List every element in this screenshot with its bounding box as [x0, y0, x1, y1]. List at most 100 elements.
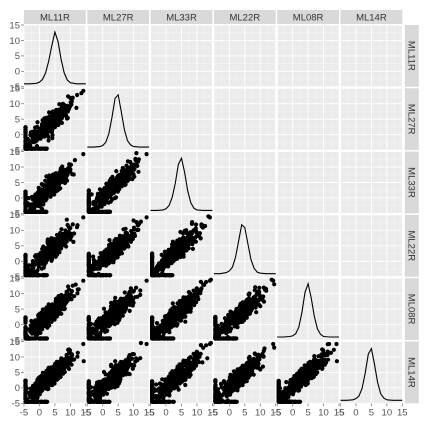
scatter-point — [186, 233, 191, 238]
scatter-point — [27, 140, 32, 145]
scatter-point — [101, 306, 107, 311]
scatter-point — [54, 252, 60, 257]
scatter-point — [136, 169, 141, 174]
scatter-point — [46, 138, 51, 143]
scatter-point — [150, 262, 155, 267]
scatter-point — [50, 136, 55, 141]
density-curve-ml27r — [87, 93, 150, 148]
panel-ml22r-vs-ml27r — [86, 214, 150, 278]
scatter-point — [91, 330, 96, 336]
scatter-point — [133, 156, 138, 161]
scatter-point — [62, 306, 67, 311]
scatter-point — [86, 251, 91, 257]
scatter-point — [102, 323, 107, 329]
scatter-point — [49, 118, 54, 123]
scatter-point — [70, 95, 75, 100]
panel-ml08r-vs-ml33r — [150, 277, 213, 341]
scatter-point — [131, 289, 136, 294]
scatter-point — [184, 307, 189, 312]
scatter-point — [43, 309, 48, 314]
scatter-point — [124, 173, 129, 178]
scatter-point — [195, 288, 200, 294]
column-strip-ml22r — [213, 10, 276, 24]
panel-ml22r-vs-ml08r — [276, 214, 340, 278]
row-label-ml14r: ML14R — [405, 357, 416, 388]
panel-ml11r-vs-ml27r — [86, 24, 150, 88]
scatter-point — [181, 254, 186, 259]
scatter-point — [59, 294, 64, 300]
scatter-point — [75, 92, 80, 98]
scatter-point — [167, 320, 172, 326]
row-strip-ml27r — [404, 88, 419, 151]
row-strip-ml08r — [404, 278, 419, 340]
scatter-point — [23, 143, 28, 148]
scatter-point — [110, 174, 115, 179]
scatter-point — [47, 315, 53, 320]
scatter-point — [23, 189, 28, 194]
scatter-point — [113, 295, 118, 300]
column-label-ml22r: ML22R — [229, 13, 260, 24]
scatter-point — [35, 146, 40, 151]
scatter-point — [26, 196, 31, 201]
scatter-point — [23, 324, 28, 330]
scatter-point — [177, 299, 182, 304]
scatter-point — [199, 286, 204, 291]
scatter-point — [40, 209, 45, 214]
scatter-point — [86, 335, 91, 340]
scatter-point — [120, 178, 125, 183]
scatter-point — [23, 318, 28, 323]
scatter-point — [128, 286, 133, 291]
scatter-point — [29, 324, 34, 329]
scatter-point — [109, 255, 114, 260]
scatter-point — [150, 326, 155, 331]
scatter-point — [35, 120, 40, 125]
panel-ml22r-vs-ml33r — [150, 214, 213, 278]
scatter-point — [25, 336, 30, 341]
scatter-point — [23, 253, 28, 258]
scatter-point — [129, 232, 135, 237]
panel-ml27r-vs-ml22r — [213, 87, 277, 151]
scatter-point — [102, 209, 107, 214]
scatter-point — [150, 315, 155, 320]
scatter-point — [161, 263, 166, 268]
scatter-point — [168, 248, 173, 253]
scatter-point — [194, 230, 199, 235]
scatter-point — [174, 323, 179, 328]
scatter-point — [69, 102, 74, 107]
scatter-point — [153, 336, 158, 341]
panel-ml22r-vs-ml14r — [340, 214, 403, 278]
scatter-point — [72, 158, 77, 163]
scatter-point — [172, 310, 177, 315]
scatter-point — [49, 187, 54, 192]
scatter-point — [92, 206, 97, 211]
scatter-point — [71, 239, 76, 244]
scatter-point — [127, 302, 133, 307]
scatter-point — [43, 121, 48, 126]
scatter-point — [61, 107, 66, 112]
scatter-point — [180, 306, 185, 311]
scatter-point — [81, 88, 86, 93]
scatter-point — [62, 167, 67, 172]
scatter-point — [182, 228, 187, 233]
scatter-point — [51, 172, 56, 177]
scatter-point — [86, 269, 91, 274]
row-strip-ml22r — [404, 214, 419, 277]
scatter-point — [190, 220, 195, 225]
scatter-point — [39, 336, 44, 341]
scatter-point — [191, 237, 196, 243]
scatter-point — [86, 317, 91, 322]
scatter-point — [178, 229, 183, 235]
scatter-point — [95, 191, 100, 196]
scatter-point — [23, 197, 28, 202]
scatter-point — [184, 302, 189, 307]
panel-ml08r-vs-ml27r — [86, 277, 150, 341]
density-curve-ml11r — [24, 30, 86, 85]
scatter-point — [63, 174, 68, 180]
scatter-point — [103, 249, 108, 255]
scatter-point — [30, 265, 35, 271]
scatter-point — [26, 146, 31, 151]
scatter-point — [94, 324, 99, 329]
scatter-point — [192, 292, 197, 297]
panel-ml27r-vs-ml14r — [340, 87, 403, 151]
scatter-point — [81, 152, 86, 157]
